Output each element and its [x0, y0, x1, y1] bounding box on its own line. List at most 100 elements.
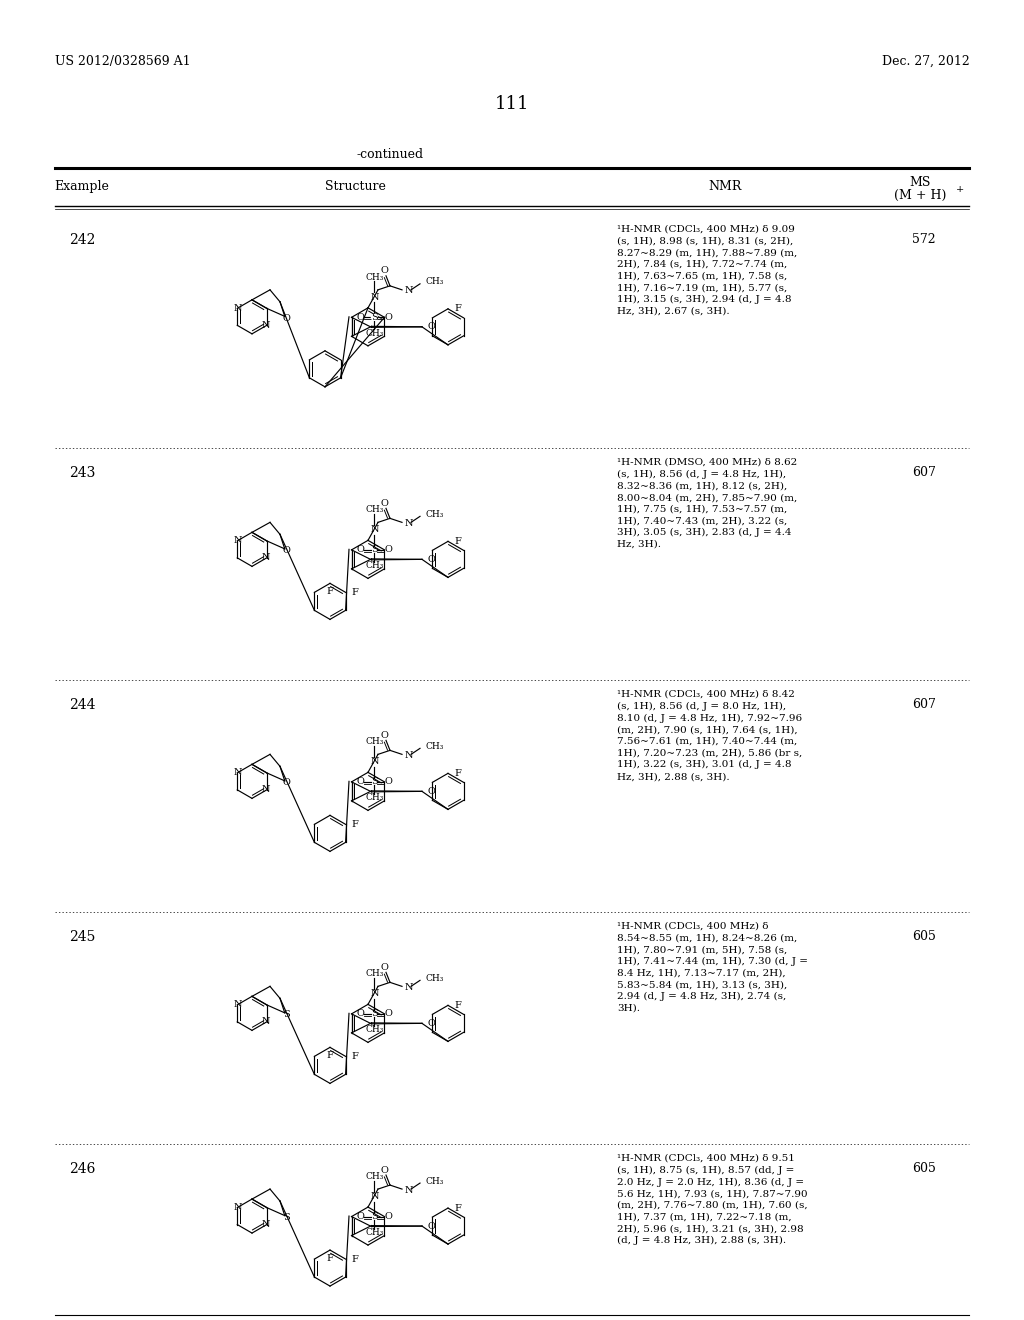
Text: N: N: [406, 751, 414, 760]
Text: S: S: [371, 777, 378, 787]
Text: CH₃: CH₃: [426, 277, 444, 286]
Text: N: N: [261, 785, 270, 795]
Text: N: N: [261, 553, 270, 562]
Text: CH₃: CH₃: [426, 742, 444, 751]
Text: O: O: [380, 499, 388, 508]
Text: 245: 245: [69, 931, 95, 944]
Text: -continued: -continued: [356, 148, 424, 161]
Text: CH₃: CH₃: [366, 793, 384, 803]
Text: O: O: [385, 1010, 392, 1018]
Text: F: F: [351, 820, 358, 829]
Text: 607: 607: [912, 698, 936, 711]
Text: N: N: [406, 286, 414, 296]
Text: S: S: [371, 545, 378, 554]
Text: 607: 607: [912, 466, 936, 479]
Text: O: O: [356, 1212, 365, 1221]
Text: O: O: [380, 1166, 388, 1175]
Text: Example: Example: [54, 180, 110, 193]
Text: O: O: [385, 313, 392, 322]
Text: N: N: [371, 990, 379, 998]
Text: N: N: [371, 758, 379, 767]
Text: O: O: [283, 314, 291, 323]
Text: S: S: [284, 1010, 290, 1019]
Text: F: F: [454, 1204, 461, 1213]
Text: O: O: [427, 1019, 435, 1028]
Text: O: O: [427, 322, 435, 331]
Text: N: N: [406, 983, 414, 991]
Text: NMR: NMR: [709, 180, 741, 193]
Text: CH₃: CH₃: [366, 969, 384, 978]
Text: CH₃: CH₃: [366, 506, 384, 515]
Text: CH₃: CH₃: [366, 1172, 384, 1181]
Text: ¹H-NMR (CDCl₃, 400 MHz) δ 9.09
(s, 1H), 8.98 (s, 1H), 8.31 (s, 2H),
8.27~8.29 (m: ¹H-NMR (CDCl₃, 400 MHz) δ 9.09 (s, 1H), …: [617, 224, 798, 315]
Text: +: +: [956, 185, 965, 194]
Text: 605: 605: [912, 1162, 936, 1175]
Text: O: O: [283, 779, 291, 787]
Text: O: O: [380, 267, 388, 276]
Text: CH₃: CH₃: [366, 738, 384, 746]
Text: CH₃: CH₃: [426, 510, 444, 519]
Text: US 2012/0328569 A1: US 2012/0328569 A1: [55, 55, 190, 69]
Text: O: O: [356, 313, 365, 322]
Text: O: O: [427, 787, 435, 796]
Text: N: N: [406, 519, 414, 528]
Text: F: F: [327, 587, 334, 595]
Text: ¹H-NMR (DMSO, 400 MHz) δ 8.62
(s, 1H), 8.56 (d, J = 4.8 Hz, 1H),
8.32~8.36 (m, 1: ¹H-NMR (DMSO, 400 MHz) δ 8.62 (s, 1H), 8…: [617, 458, 798, 549]
Text: F: F: [327, 1051, 334, 1060]
Text: S: S: [371, 1212, 378, 1221]
Text: S: S: [284, 1213, 290, 1222]
Text: CH₃: CH₃: [366, 329, 384, 338]
Text: O: O: [427, 1221, 435, 1230]
Text: CH₃: CH₃: [366, 1026, 384, 1035]
Text: N: N: [234, 768, 243, 777]
Text: 111: 111: [495, 95, 529, 114]
Text: N: N: [371, 293, 379, 302]
Text: N: N: [234, 1203, 243, 1212]
Text: Dec. 27, 2012: Dec. 27, 2012: [883, 55, 970, 69]
Text: N: N: [371, 1192, 379, 1201]
Text: 243: 243: [69, 466, 95, 480]
Text: CH₃: CH₃: [366, 273, 384, 282]
Text: 244: 244: [69, 698, 95, 711]
Text: N: N: [234, 536, 243, 545]
Text: F: F: [351, 1052, 358, 1061]
Text: N: N: [261, 1220, 270, 1229]
Text: (M + H): (M + H): [894, 189, 946, 202]
Text: CH₃: CH₃: [426, 974, 444, 983]
Text: MS: MS: [909, 176, 931, 189]
Text: ¹H-NMR (CDCl₃, 400 MHz) δ 9.51
(s, 1H), 8.75 (s, 1H), 8.57 (dd, J =
2.0 Hz, J = : ¹H-NMR (CDCl₃, 400 MHz) δ 9.51 (s, 1H), …: [617, 1154, 808, 1245]
Text: O: O: [283, 546, 291, 556]
Text: N: N: [234, 304, 243, 313]
Text: N: N: [406, 1185, 414, 1195]
Text: S: S: [371, 1010, 378, 1018]
Text: 246: 246: [69, 1162, 95, 1176]
Text: Structure: Structure: [325, 180, 385, 193]
Text: N: N: [371, 525, 379, 535]
Text: F: F: [454, 1001, 461, 1010]
Text: 572: 572: [912, 234, 936, 246]
Text: CH₃: CH₃: [366, 1228, 384, 1237]
Text: 605: 605: [912, 931, 936, 942]
Circle shape: [372, 314, 378, 321]
Text: O: O: [385, 1212, 392, 1221]
Text: O: O: [356, 777, 365, 787]
Text: 242: 242: [69, 234, 95, 247]
Text: CH₃: CH₃: [366, 561, 384, 570]
Text: F: F: [454, 537, 461, 546]
Text: F: F: [454, 768, 461, 777]
Text: ¹H-NMR (CDCl₃, 400 MHz) δ 8.42
(s, 1H), 8.56 (d, J = 8.0 Hz, 1H),
8.10 (d, J = 4: ¹H-NMR (CDCl₃, 400 MHz) δ 8.42 (s, 1H), …: [617, 690, 802, 781]
Text: O: O: [380, 962, 388, 972]
Text: O: O: [385, 777, 392, 787]
Text: O: O: [385, 545, 392, 554]
Text: O: O: [427, 554, 435, 564]
Text: ¹H-NMR (CDCl₃, 400 MHz) δ
8.54~8.55 (m, 1H), 8.24~8.26 (m,
1H), 7.80~7.91 (m, 5H: ¹H-NMR (CDCl₃, 400 MHz) δ 8.54~8.55 (m, …: [617, 921, 808, 1012]
Text: N: N: [261, 321, 270, 330]
Text: F: F: [327, 1254, 334, 1262]
Text: N: N: [261, 1018, 270, 1027]
Text: F: F: [351, 1254, 358, 1263]
Text: F: F: [454, 305, 461, 313]
Text: F: F: [351, 587, 358, 597]
Text: CH₃: CH₃: [426, 1176, 444, 1185]
Text: S: S: [371, 313, 378, 322]
Text: N: N: [234, 1001, 243, 1010]
